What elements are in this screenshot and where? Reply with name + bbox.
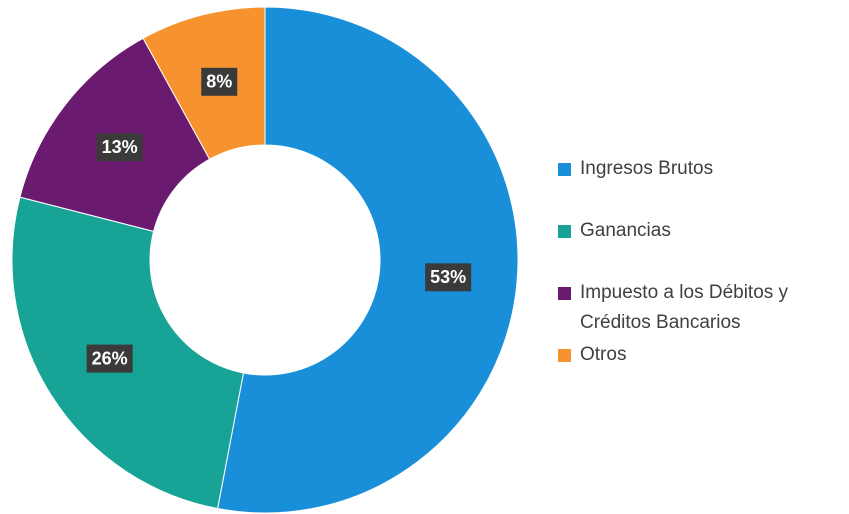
data-label-text: 26% bbox=[92, 348, 128, 368]
legend: Ingresos Brutos Ganancias Impuesto a los D… bbox=[558, 154, 843, 370]
legend-label: Ganancias bbox=[580, 220, 671, 241]
data-label-box bbox=[86, 344, 133, 373]
data-label-text: 53% bbox=[430, 267, 466, 287]
data-label-text: 8% bbox=[206, 72, 232, 92]
legend-item: Otros bbox=[558, 340, 843, 370]
data-label: 13% bbox=[96, 133, 143, 162]
legend-label: Impuesto a los Débitos y Créditos Bancar… bbox=[580, 282, 789, 333]
legend-item: Ganancias bbox=[558, 216, 843, 246]
legend-swatch bbox=[558, 163, 571, 176]
legend-label: Ingresos Brutos bbox=[580, 158, 714, 179]
data-label-box bbox=[201, 67, 238, 96]
data-label: 53% bbox=[425, 263, 472, 292]
legend-swatch bbox=[558, 287, 571, 300]
legend-item: Impuesto a los Débitos y Créditos Bancar… bbox=[558, 278, 843, 338]
data-label-box bbox=[96, 133, 143, 162]
data-label-box bbox=[425, 263, 472, 292]
data-label: 8% bbox=[201, 67, 238, 96]
data-label: 26% bbox=[86, 344, 133, 373]
legend-label: Otros bbox=[580, 344, 627, 365]
legend-item: Ingresos Brutos bbox=[558, 154, 843, 184]
legend-swatch bbox=[558, 225, 571, 238]
data-label-text: 13% bbox=[102, 137, 138, 157]
legend-swatch bbox=[558, 349, 571, 362]
donut-slice bbox=[217, 6, 519, 514]
